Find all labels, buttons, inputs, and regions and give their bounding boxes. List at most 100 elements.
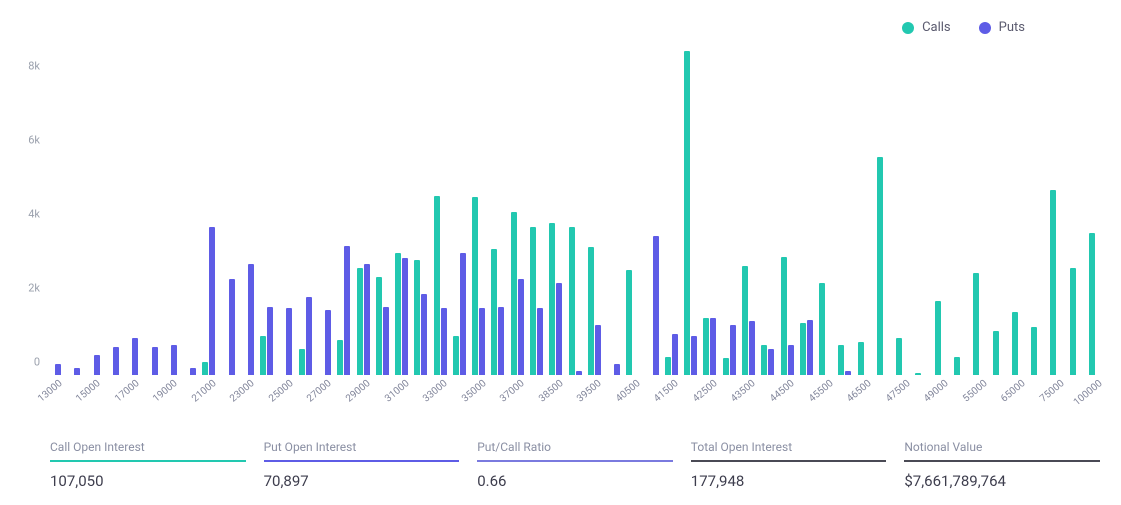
bar-put — [807, 320, 813, 376]
bar-group — [896, 338, 909, 375]
stat-label: Put/Call Ratio — [477, 440, 673, 462]
bar-call — [665, 357, 671, 376]
x-tick: 41500 — [652, 378, 681, 404]
y-tick: 8k — [10, 60, 40, 73]
bar-group — [877, 157, 890, 375]
bar-call — [838, 345, 844, 375]
stat-value: 177,948 — [691, 462, 887, 490]
x-tick: 49000 — [922, 378, 951, 404]
x-tick: 21000 — [190, 378, 219, 404]
bar-group — [472, 197, 485, 375]
bar-call — [954, 357, 960, 376]
legend-item-calls: Calls — [902, 20, 951, 35]
bar-call — [819, 283, 825, 376]
y-tick: 4k — [10, 208, 40, 221]
bar-call — [414, 260, 420, 375]
bar-group — [819, 283, 832, 376]
bar-group — [337, 246, 350, 376]
stat-value: 107,050 — [50, 462, 246, 490]
y-tick: 6k — [10, 134, 40, 147]
bar-group — [279, 308, 292, 375]
bar-put — [364, 264, 370, 375]
bar-group — [376, 277, 389, 375]
bar-put — [94, 355, 100, 375]
bar-chart: 02k4k6k8k10k1300015000170001900021000230… — [45, 5, 1105, 375]
bar-put — [556, 283, 562, 376]
bar-put — [325, 310, 331, 375]
bar-call — [723, 358, 729, 375]
bar-put — [576, 371, 582, 375]
bar-call — [877, 157, 883, 375]
bar-group — [626, 270, 639, 375]
bar-group — [800, 320, 813, 376]
bar-call — [472, 197, 478, 375]
bar-put — [229, 279, 235, 375]
x-tick: 13000 — [36, 378, 65, 404]
x-tick: 44500 — [768, 378, 797, 404]
bar-call — [376, 277, 382, 375]
bar-call — [491, 249, 497, 375]
bar-group — [222, 279, 235, 375]
bar-call — [1012, 312, 1018, 375]
bar-put — [498, 307, 504, 375]
bar-group — [1012, 312, 1025, 375]
bar-put — [768, 349, 774, 375]
bar-call — [896, 338, 902, 375]
bar-put — [691, 336, 697, 375]
stat-put-call-ratio: Put/Call Ratio 0.66 — [477, 440, 673, 490]
bar-call — [337, 340, 343, 375]
x-tick: 65000 — [999, 378, 1028, 404]
bar-put — [749, 321, 755, 375]
x-tick: 100000 — [1072, 378, 1105, 408]
bar-call — [935, 301, 941, 375]
bar-call — [1089, 233, 1095, 375]
bar-group — [703, 318, 716, 375]
bar-group — [935, 301, 948, 375]
bar-group — [67, 368, 80, 375]
x-tick: 31000 — [383, 378, 412, 404]
bar-call — [453, 336, 459, 375]
bar-group — [87, 355, 100, 375]
y-tick: 2k — [10, 282, 40, 295]
bar-call — [800, 323, 806, 375]
bar-call — [742, 266, 748, 375]
bar-put — [171, 345, 177, 375]
x-tick: 45500 — [807, 378, 836, 404]
bar-put — [537, 308, 543, 375]
bar-put — [344, 246, 350, 376]
x-tick: 19000 — [151, 378, 180, 404]
bar-group — [318, 310, 331, 375]
open-interest-panel: 02k4k6k8k10k1300015000170001900021000230… — [0, 0, 1121, 505]
bar-group — [434, 196, 447, 375]
bar-group — [954, 357, 967, 376]
bar-group — [125, 338, 138, 375]
bar-call — [569, 227, 575, 375]
stat-label: Notional Value — [904, 440, 1100, 462]
stat-put-oi: Put Open Interest 70,897 — [264, 440, 460, 490]
stat-total-oi: Total Open Interest 177,948 — [691, 440, 887, 490]
bar-group — [164, 345, 177, 375]
bar-put — [248, 264, 254, 375]
bar-call — [703, 318, 709, 375]
bar-group — [106, 347, 119, 375]
bar-put — [614, 364, 620, 375]
bar-group — [48, 364, 61, 375]
bar-call — [1050, 190, 1056, 375]
bar-put — [421, 294, 427, 375]
bar-call — [549, 223, 555, 375]
x-tick: 75000 — [1038, 378, 1067, 404]
bar-group — [569, 227, 582, 375]
bar-group — [684, 51, 697, 375]
x-tick: 40500 — [614, 378, 643, 404]
x-tick: 46500 — [845, 378, 874, 404]
bar-group — [549, 223, 562, 375]
bar-group — [1070, 268, 1083, 375]
bar-put — [672, 334, 678, 375]
x-tick: 55000 — [961, 378, 990, 404]
bar-call — [915, 373, 921, 375]
bar-put — [595, 325, 601, 375]
bar-group — [511, 212, 524, 375]
bar-call — [993, 331, 999, 375]
x-tick: 38500 — [537, 378, 566, 404]
bar-group — [742, 266, 755, 375]
